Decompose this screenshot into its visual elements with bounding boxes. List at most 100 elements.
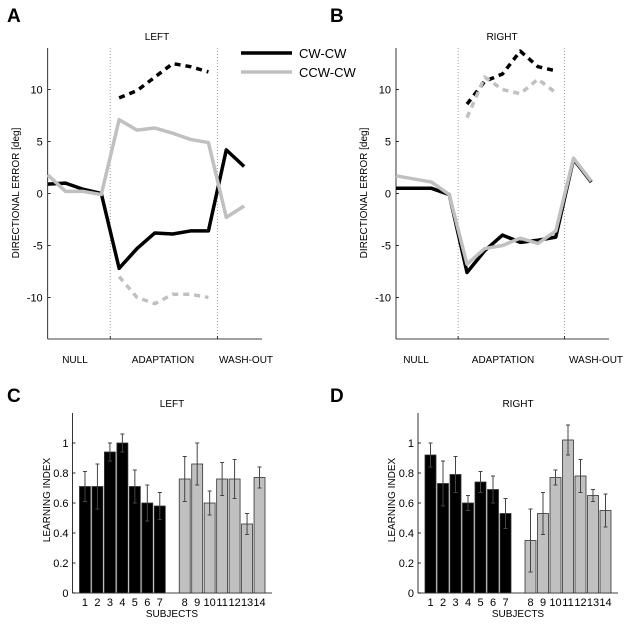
panel-label-a: A — [7, 6, 21, 27]
panel-d-x-tick-label: 14 — [599, 597, 611, 609]
panel-a-series-cw-cw-solid — [47, 148, 246, 271]
panel-c-x-tick-label: 8 — [182, 597, 188, 609]
panel-d-x-tick-label: 6 — [490, 597, 496, 609]
panel-a-y-tick-label: -10 — [27, 292, 43, 304]
panel-d-x-tick-label: 13 — [587, 597, 599, 609]
panel-c-x-tick-label: 10 — [204, 597, 216, 609]
panel-c-xlabel: SUBJECTS — [146, 609, 199, 620]
panel-a-y-tick-label: 5 — [37, 137, 43, 149]
panel-b-phase-washout: WASH-OUT — [569, 355, 623, 366]
panel-label-b: B — [330, 6, 344, 27]
panel-d-bar — [587, 495, 599, 594]
panel-a-phase-adaptation: ADAPTATION — [132, 355, 194, 366]
panel-d-x-tick-label: 3 — [452, 597, 458, 609]
panel-label-d: D — [330, 386, 344, 407]
panel-d-y-tick-label: 1 — [408, 438, 414, 450]
panel-d-bar — [549, 477, 562, 594]
panel-c-x-tick-label: 11 — [216, 597, 227, 609]
panel-d-x-tick-label: 7 — [502, 597, 508, 609]
panel-c-bar — [216, 478, 229, 594]
panel-c-x-tick-label: 9 — [194, 597, 200, 609]
legend-label-ccw-cw: CCW-CW — [299, 65, 357, 80]
panel-d-x-tick-label: 2 — [440, 597, 446, 609]
panel-b-y-tick-label: -5 — [381, 240, 391, 252]
panel-a-series-ccw-cw-dashed — [117, 275, 209, 306]
panel-d-ylabel: LEARNING INDEX — [387, 457, 398, 542]
panel-c-bar — [253, 477, 266, 594]
panel-b-series-ccw-cw-solid — [395, 156, 593, 266]
panel-d-x-tick-label: 8 — [527, 597, 533, 609]
panel-c-plot: 00.20.40.60.811 2 3 4 5 6 7 8 9 10 11 12 13 14 — [53, 413, 272, 609]
panel-a-y-tick-label: -5 — [33, 240, 43, 252]
panel-c-x-tick-label: 1 — [82, 597, 88, 609]
panel-d-bar — [487, 489, 499, 594]
panel-a-phase-null: NULL — [62, 355, 88, 366]
panel-d-x-tick-label: 9 — [540, 597, 546, 609]
panel-a-series-ccw-cw-solid — [46, 117, 246, 220]
panel-c-bar — [79, 486, 91, 594]
panel-b-series-ccw-cw-dashed — [465, 75, 557, 119]
panel-d-xlabel: SUBJECTS — [492, 609, 545, 620]
panel-c-x-tick-label: 5 — [132, 597, 138, 609]
panel-b-title: RIGHT — [486, 32, 517, 43]
panel-c-x-tick-label: 2 — [94, 597, 100, 609]
panel-d-bar — [574, 475, 587, 594]
panel-b-series-cw-cw-solid — [396, 157, 593, 275]
panel-d-y-tick-label: 0.8 — [399, 468, 414, 480]
panel-b: B RIGHT DIRECTIONAL ERROR [deg] NULL ADA… — [330, 6, 623, 366]
panel-b-y-tick-label: 0 — [385, 189, 391, 201]
panel-d-bar — [462, 502, 474, 594]
panel-c-ylabel: LEARNING INDEX — [42, 457, 53, 542]
panel-c-x-tick-label: 13 — [241, 597, 253, 609]
panel-c-x-tick-label: 14 — [253, 597, 265, 609]
panel-b-phase-adaptation: ADAPTATION — [472, 355, 534, 366]
panel-b-phase-null: NULL — [403, 355, 429, 366]
panel-b-y-tick-label: 5 — [385, 137, 391, 149]
panel-d-bar — [562, 439, 574, 594]
panel-d-x-tick-label: 1 — [427, 597, 433, 609]
panel-a: A LEFT DIRECTIONAL ERROR [deg] NULL ADAP… — [7, 6, 357, 366]
panel-b-y-tick-label: -10 — [375, 292, 391, 304]
panel-c-bar — [116, 442, 129, 594]
panel-c-bar — [104, 451, 116, 594]
panel-a-series-cw-cw-dashed — [118, 61, 209, 100]
panel-d-y-tick-label: 0.4 — [399, 528, 414, 540]
panel-d-y-tick-label: 0.6 — [399, 498, 414, 510]
panel-c-x-tick-label: 12 — [228, 597, 240, 609]
panel-a-y-tick-label: 10 — [30, 85, 42, 97]
legend-label-cw-cw: CW-CW — [299, 46, 347, 61]
panel-b-plot: -10 -5 0 5 10 — [375, 48, 609, 340]
panel-d-x-tick-label: 10 — [549, 597, 561, 609]
panel-c-y-tick-label: 1 — [62, 438, 68, 450]
panel-d-x-tick-label: 5 — [477, 597, 483, 609]
panel-c-bar — [203, 502, 216, 594]
panel-d-bar — [474, 481, 487, 594]
panel-a-phase-washout: WASH-OUT — [219, 355, 273, 366]
panel-d-bar — [424, 454, 437, 594]
panel-d-x-tick-label: 12 — [574, 597, 586, 609]
panel-c-x-tick-label: 6 — [144, 597, 150, 609]
panel-d-plot: 00.20.40.60.811 2 3 4 5 6 7 8 9 10 11 12 13 14 — [399, 413, 618, 609]
panel-d-x-tick-label: 4 — [465, 597, 471, 609]
panel-c: C LEFT LEARNING INDEX SUBJECTS 0 0.2 0.4 0.… — [7, 386, 272, 620]
panel-a-ylabel: DIRECTIONAL ERROR [deg] — [11, 127, 22, 258]
panel-c-y-tick-label: 0.8 — [53, 468, 68, 480]
panel-c-y-tick-label: 0 — [62, 588, 68, 600]
panel-c-x-tick-label: 3 — [107, 597, 113, 609]
panel-c-y-tick-label: 0.6 — [53, 498, 68, 510]
panel-d: D RIGHT LEARNING INDEX SUBJECTS 0 0.2 0.4 0… — [330, 386, 618, 620]
panel-d-y-tick-label: 0.2 — [399, 558, 414, 570]
panel-d-y-tick-label: 0 — [408, 588, 414, 600]
panel-b-y-tick-label: 10 — [379, 85, 391, 97]
panel-a-title: LEFT — [145, 32, 169, 43]
panel-c-x-tick-label: 4 — [119, 597, 125, 609]
panel-a-plot: -10 -5 0 5 10 — [27, 48, 262, 340]
panel-b-ylabel: DIRECTIONAL ERROR [deg] — [359, 127, 370, 258]
panel-d-x-tick-label: 11 — [562, 597, 573, 609]
panel-label-c: C — [7, 386, 21, 407]
panel-c-title: LEFT — [160, 399, 184, 410]
panel-c-y-tick-label: 0.2 — [53, 558, 68, 570]
panel-c-y-tick-label: 0.4 — [53, 528, 68, 540]
panel-c-x-tick-label: 7 — [157, 597, 163, 609]
